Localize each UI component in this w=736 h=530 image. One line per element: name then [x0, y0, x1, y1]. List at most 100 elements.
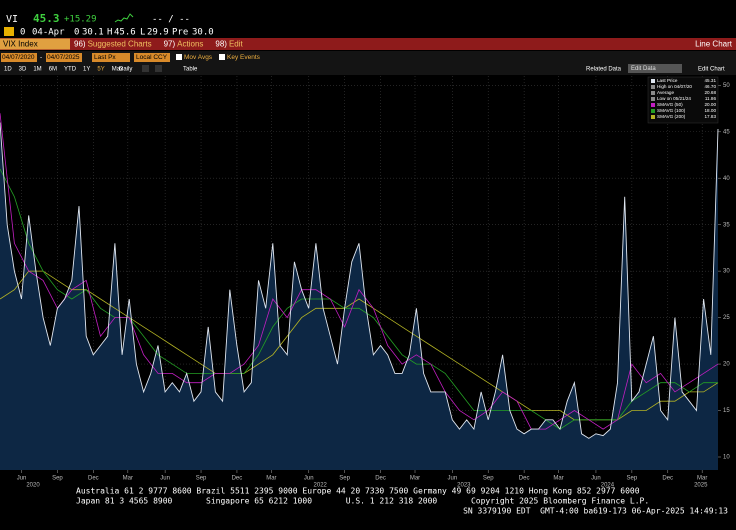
x-tick-label: Dec — [519, 476, 530, 482]
legend-label: Low on 05/21/24 — [657, 96, 691, 101]
period-button[interactable]: 3D — [19, 67, 27, 73]
area — [0, 122, 718, 470]
menu-bar — [0, 38, 736, 50]
period-button[interactable]: 6M — [49, 67, 57, 73]
currency-box[interactable] — [134, 53, 170, 62]
x-tick-label: Dec — [662, 476, 673, 482]
legend-swatch — [651, 103, 655, 107]
legend-value: 20.00 — [705, 102, 717, 107]
related-data[interactable]: Related Data — [586, 67, 622, 73]
pre-label: Pre — [172, 28, 188, 38]
x-tick-label: Jun — [304, 476, 314, 482]
date-separator: - — [40, 54, 42, 61]
legend-swatch — [651, 97, 655, 101]
menu-number: 98) — [215, 40, 227, 49]
legend-value: 18.00 — [705, 108, 717, 113]
currency: Local CCY — [136, 54, 168, 61]
x-tick-label: Mar — [553, 476, 563, 482]
y-tick-label: 15 — [723, 408, 730, 414]
date-from: 04/07/2020 — [2, 54, 35, 61]
sparkline — [114, 13, 134, 23]
open: 30.1 — [82, 28, 104, 38]
legend-label: SMAVG (200) — [657, 114, 686, 119]
edit-chart[interactable]: Edit Chart — [698, 67, 725, 73]
period-button[interactable]: 1D — [4, 67, 12, 73]
flag: 0 — [20, 28, 25, 38]
option[interactable]: Key Events — [227, 54, 261, 61]
change: +15.29 — [64, 15, 97, 25]
menu-item[interactable]: Suggested Charts — [88, 40, 152, 49]
frequency[interactable]: Daily — [119, 67, 132, 73]
legend-swatch — [651, 79, 655, 83]
price-field-box[interactable] — [92, 53, 130, 62]
y-tick-label: 25 — [723, 315, 730, 321]
x-tick-label: Jun — [17, 476, 27, 482]
period-button[interactable]: 1M — [33, 67, 41, 73]
x-tick-label: Mar — [266, 476, 276, 482]
footer-line: Japan 81 3 4565 8900 Singapore 65 6212 1… — [76, 497, 649, 506]
y-tick-label: 10 — [723, 455, 730, 461]
price: 45.3 — [33, 12, 60, 25]
data-field: Edit Data — [631, 66, 656, 72]
session-info: SN 3379190 EDT GMT-4:00 ba619-173 06-Apr… — [463, 507, 728, 516]
pre: 30.0 — [192, 28, 214, 38]
y-tick-label: 30 — [723, 269, 730, 275]
legend-swatch — [651, 85, 655, 89]
x-tick-label: Jun — [160, 476, 170, 482]
period-button[interactable]: YTD — [64, 67, 77, 73]
legend-label: SMAVG (100) — [657, 108, 686, 113]
legend-value: 46.70 — [705, 84, 717, 89]
icon[interactable] — [142, 65, 149, 72]
y-tick-label: 45 — [723, 129, 730, 135]
high: 45.6 — [114, 28, 136, 38]
security-icon[interactable] — [4, 27, 14, 36]
high-label: H — [107, 28, 112, 38]
date: 04-Apr — [32, 28, 65, 38]
series-line — [0, 122, 719, 439]
legend-box — [647, 76, 719, 124]
legend-label: Last Price — [657, 78, 678, 83]
x-tick-label: Mar — [410, 476, 420, 482]
x-tick-label: Sep — [626, 476, 637, 482]
low-label: L — [140, 28, 145, 38]
menu-item[interactable]: Actions — [177, 40, 203, 49]
legend-value: 17.83 — [705, 114, 717, 119]
date-to: 04/07/2025 — [47, 54, 80, 61]
date-to-field[interactable] — [46, 53, 82, 62]
menu-item[interactable]: Edit — [229, 40, 244, 49]
year-label: 2025 — [694, 483, 708, 489]
view-name: Line Chart — [695, 40, 733, 49]
y-tick-label: 35 — [723, 222, 730, 228]
legend-label: SMAVG (50) — [657, 102, 683, 107]
menu-number: 96) — [74, 40, 86, 49]
bid-ask: -- / -- — [152, 15, 190, 25]
legend-swatch — [651, 109, 655, 113]
legend-label: High on 04/07/20 — [657, 84, 692, 89]
date-from-field[interactable] — [1, 53, 37, 62]
legend-swatch — [651, 91, 655, 95]
period-button[interactable]: 1Y — [83, 67, 90, 73]
x-tick-label: Jun — [591, 476, 601, 482]
year-label: 2024 — [601, 483, 615, 489]
x-tick-label: Dec — [232, 476, 243, 482]
year-label: 2022 — [314, 483, 328, 489]
legend-value: 11.86 — [705, 96, 717, 101]
checkbox[interactable] — [176, 54, 182, 60]
period-button[interactable]: 5Y — [97, 67, 104, 73]
legend-swatch — [651, 115, 655, 119]
year-label: 2020 — [26, 483, 40, 489]
x-tick-label: Sep — [483, 476, 494, 482]
y-tick-label: 40 — [723, 176, 730, 182]
legend: Last Price 45.31 High on 04/07/20 46.70 Aver… — [647, 76, 719, 124]
period-button[interactable]: Max — [112, 67, 123, 73]
x-tick-label: Dec — [88, 476, 99, 482]
checkbox[interactable] — [219, 54, 225, 60]
security-field[interactable] — [0, 38, 70, 50]
x-tick-label: Sep — [339, 476, 350, 482]
legend-value: 20.68 — [705, 90, 717, 95]
option[interactable]: Mov Avgs — [184, 54, 213, 61]
icon[interactable] — [155, 65, 162, 72]
table-button[interactable]: Table — [183, 67, 198, 73]
data-field-box[interactable] — [628, 64, 682, 73]
